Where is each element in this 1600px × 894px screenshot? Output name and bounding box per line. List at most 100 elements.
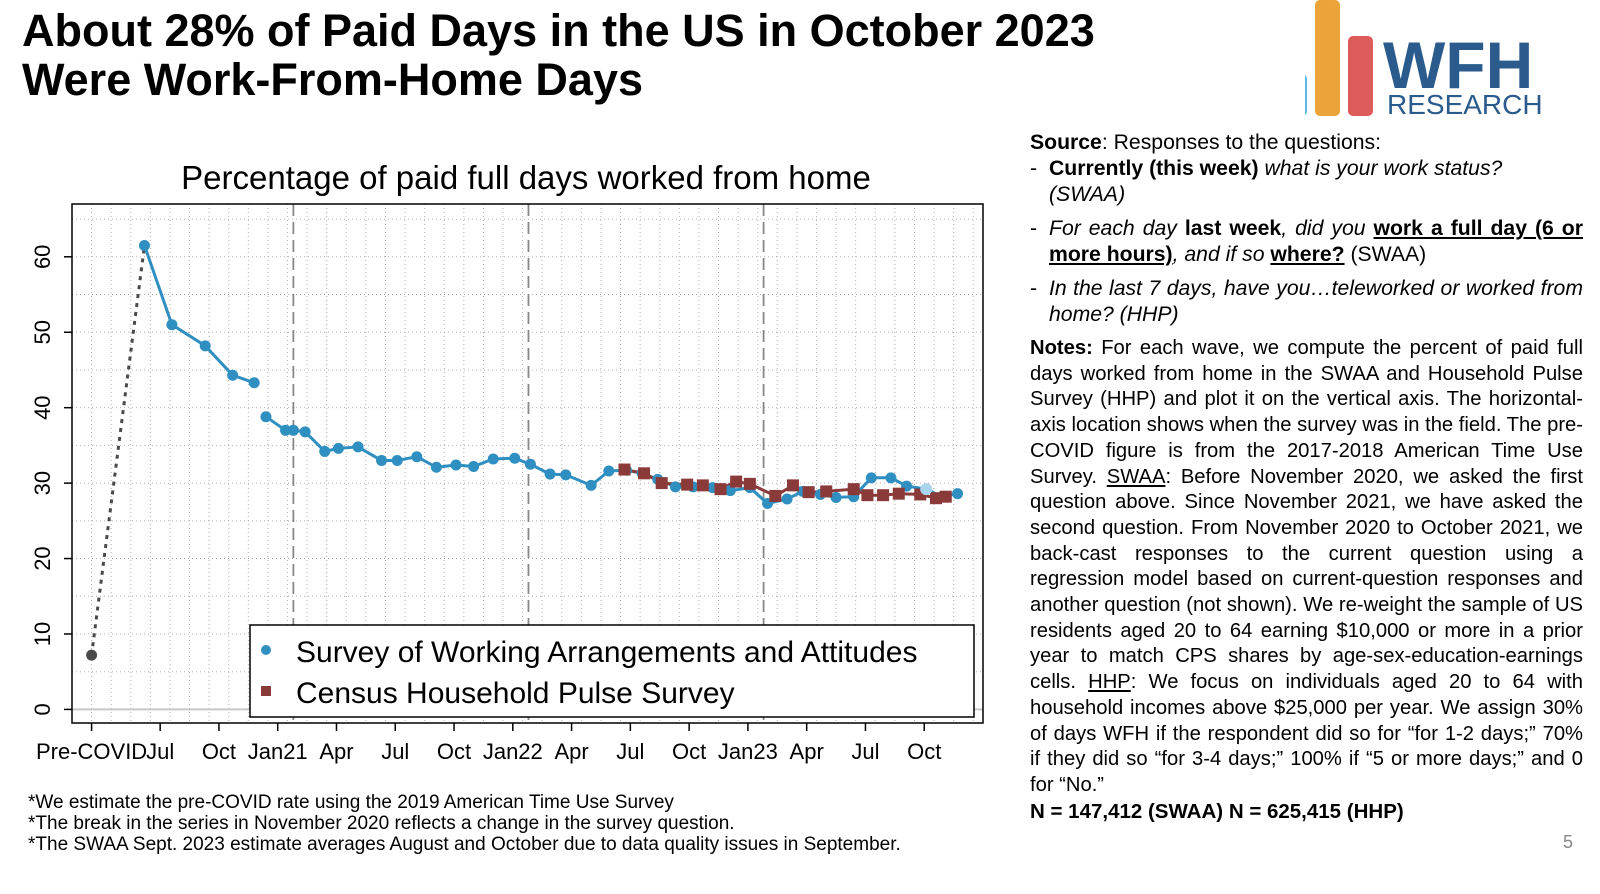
swaa-point [248,377,260,389]
swaa-line-segment-1 [143,245,255,385]
swaa-point [781,493,793,505]
x-tick-label: Jul [146,739,174,764]
question-3-text: In the last 7 days, have you…teleworked … [1049,277,1583,326]
question-1-bold: Currently (this week) [1049,157,1259,180]
x-tick-label: Oct [907,739,941,764]
x-tick-label: Apr [319,739,353,764]
page-title: About 28% of Paid Days in the US in Octo… [22,6,1222,104]
swaa-point [411,451,423,463]
question-2: - For each day last week, did you work a… [1030,216,1583,268]
page-number: 5 [1563,832,1574,852]
x-tick-label: Jul [616,739,644,764]
swaa-point [724,485,736,497]
question-1-tail: (SWAA) [1049,183,1126,206]
swaa-point [885,472,897,484]
source-text: : Responses to the questions: [1101,131,1381,154]
question-1-dash: - [1030,157,1038,180]
swaa-point [299,426,311,438]
hhp-point [730,475,743,488]
y-tick-label: 30 [30,471,55,495]
x-tick-label: Oct [202,739,236,764]
x-tick-label: Jul [381,739,409,764]
source-line: Source: Responses to the questions: [1030,130,1583,156]
chart-title: Percentage of paid full days worked from… [181,159,871,196]
footnote-1: *We estimate the pre-COVID rate using th… [28,792,674,813]
chart-legend: Survey of Working Arrangements and Attit… [249,624,975,718]
swaa-point [280,424,292,436]
wfh-line-chart: Percentage of paid full days worked from… [30,159,984,764]
notes-label: Notes: [1030,337,1093,359]
x-tick-label: Apr [790,739,824,764]
notes-part-b: : Before November 2020, we asked the fir… [1030,465,1583,694]
hhp-point [847,483,860,496]
question-1-text: what is your work status? [1258,157,1503,180]
swaa-point [450,459,462,471]
hhp-point [786,479,799,492]
x-tick-label: Oct [672,739,706,764]
y-axis: 0 10 20 30 40 50 60 [30,245,72,716]
question-2-part-b: last week [1184,217,1282,240]
swaa-point [544,468,556,480]
swaa-point [468,461,480,473]
hhp-point [861,489,874,502]
plot-frame [71,203,984,724]
hhp-point [638,467,651,480]
footnote-3: *The SWAA Sept. 2023 estimate averages A… [28,834,901,855]
question-2-dash: - [1030,217,1038,240]
logo-bar-orange [1315,0,1340,116]
pre-covid-point [86,649,98,661]
hhp-point [802,486,815,499]
legend-label-swaa: Survey of Working Arrangements and Attit… [296,636,917,669]
y-tick-label: 10 [30,622,55,646]
title-line-1: About 28% of Paid Days in the US in Octo… [22,5,1095,56]
swaa-point [585,479,597,491]
x-tick-label: Jan22 [483,739,543,764]
y-tick-label: 20 [30,546,55,570]
y-tick-label: 0 [30,703,55,715]
wfh-research-logo: WFH RESEARCH [1305,0,1543,120]
y-tick-label: 60 [30,245,55,269]
hhp-point [696,479,709,492]
swaa-point [487,453,499,465]
hhp-point [877,489,890,502]
x-tick-label: Jul [851,739,879,764]
series-marks [86,239,964,661]
hhp-point [743,477,756,490]
swaa-sept-estimate-point [920,483,933,496]
x-tick-label: Apr [554,739,588,764]
notes-part-a: For each wave, we compute the percent of… [1030,337,1583,488]
legend-marker-hhp [261,686,271,696]
swaa-point [287,424,299,436]
hhp-point [939,490,952,503]
question-2-part-g: (SWAA) [1344,243,1427,266]
x-tick-label: Jan23 [718,739,778,764]
logo-bar-blue [1305,75,1307,115]
hhp-point [714,483,727,496]
swaa-point [560,469,572,481]
logo-word-wfh: WFH [1383,28,1533,102]
hhp-point [892,487,905,500]
hhp-point [681,478,694,491]
swaa-point [430,461,442,473]
question-3: - In the last 7 days, have you…teleworke… [1030,276,1583,328]
x-tick-label: Pre-COVID [36,739,147,764]
hhp-point [820,485,833,498]
series-lines [90,245,958,656]
notes-part-c: : We focus on individuals aged 20 to 64 … [1030,671,1584,796]
question-3-dash: - [1030,277,1038,300]
logo-bar-red [1348,36,1373,116]
swaa-line-segment-2 [265,415,958,506]
notes-swaa: SWAA [1106,465,1166,488]
swaa-point [524,458,536,470]
x-tick-label: Jan21 [248,739,308,764]
question-2-part-f: where? [1270,243,1345,266]
swaa-point [260,411,272,423]
sample-size: N = 147,412 (SWAA) N = 625,415 (HHP) [1030,799,1404,823]
logo-word-research: RESEARCH [1387,89,1543,120]
swaa-point [319,445,331,457]
legend-label-hhp: Census Household Pulse Survey [296,677,735,710]
swaa-point [227,369,239,381]
swaa-point [166,319,178,331]
swaa-point [952,488,964,500]
